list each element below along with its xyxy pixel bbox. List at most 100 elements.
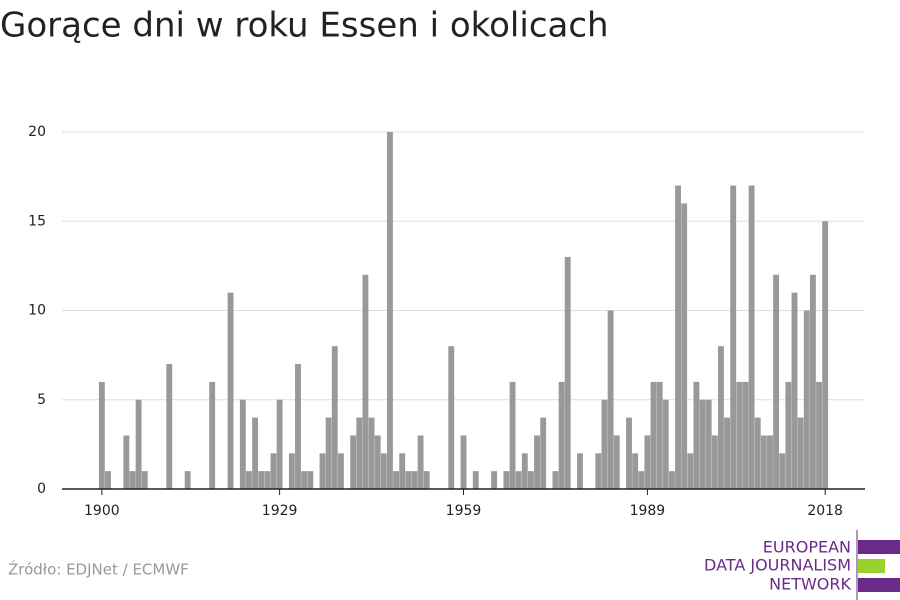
- bar: [515, 471, 522, 489]
- bar: [509, 381, 516, 489]
- bar: [650, 381, 657, 489]
- bar: [331, 346, 338, 489]
- bar: [724, 417, 731, 489]
- bar: [754, 417, 761, 489]
- bar: [362, 274, 369, 489]
- bar: [577, 453, 583, 489]
- y-tick-label: 15: [28, 213, 46, 229]
- bar: [760, 435, 767, 489]
- y-tick-label: 5: [37, 392, 46, 408]
- bar: [98, 381, 105, 489]
- bar: [472, 471, 479, 489]
- bar: [239, 399, 246, 489]
- bar: [791, 292, 798, 489]
- bar: [675, 185, 681, 490]
- bar: [803, 310, 810, 489]
- bar: [797, 417, 804, 489]
- bar: [246, 471, 252, 489]
- bar: [503, 471, 510, 489]
- logo-text: NETWORK: [769, 575, 851, 594]
- chart-title: Gorące dni w roku Essen i okolicach: [0, 6, 609, 46]
- bar: [319, 453, 326, 489]
- y-tick-label: 0: [37, 481, 46, 497]
- bar: [632, 453, 639, 489]
- bar: [141, 471, 148, 489]
- bar: [711, 435, 718, 489]
- bar: [288, 453, 295, 489]
- bar: [491, 471, 498, 489]
- x-tick-label: 1900: [84, 503, 120, 519]
- logo-text: EUROPEAN: [763, 538, 851, 557]
- bar: [626, 417, 632, 489]
- bar: [350, 435, 357, 489]
- bar: [337, 453, 344, 489]
- bar: [123, 435, 130, 489]
- bar: [393, 471, 400, 489]
- bar: [184, 471, 191, 489]
- bar: [399, 453, 406, 489]
- bar: [325, 417, 332, 489]
- bar: [270, 453, 277, 489]
- bar: [405, 471, 412, 489]
- y-tick-label: 10: [28, 303, 46, 319]
- bar: [307, 471, 314, 489]
- bar: [448, 346, 455, 489]
- bar: [423, 471, 430, 489]
- x-tick-label: 2018: [807, 503, 843, 519]
- bar: [785, 381, 792, 489]
- bar: [736, 381, 743, 489]
- x-tick-label: 1959: [446, 503, 482, 519]
- logo-bar: [858, 578, 900, 592]
- bar: [460, 435, 467, 489]
- bar: [705, 399, 712, 489]
- bar: [558, 381, 565, 489]
- bar: [595, 453, 602, 489]
- x-tick-label: 1929: [262, 503, 298, 519]
- bar: [295, 364, 301, 489]
- bar: [687, 453, 694, 489]
- bar: [135, 399, 142, 489]
- bar: [656, 381, 663, 489]
- bar: [822, 221, 829, 489]
- bar: [368, 417, 375, 489]
- bar: [380, 453, 387, 489]
- bar: [264, 471, 271, 489]
- bar: [552, 471, 559, 489]
- bar: [681, 203, 688, 489]
- bar: [166, 364, 173, 489]
- bar: [387, 132, 393, 489]
- bar: [374, 435, 381, 489]
- bar: [662, 399, 669, 489]
- bar: [564, 256, 571, 489]
- x-tick-label: 1989: [630, 503, 666, 519]
- bar: [748, 185, 755, 490]
- bar: [105, 471, 111, 489]
- bar: [730, 185, 737, 490]
- bar: [693, 381, 700, 489]
- logo-bar: [858, 559, 885, 573]
- bar: [209, 381, 216, 489]
- bar: [258, 471, 265, 489]
- bar: [521, 453, 528, 489]
- bar: [773, 274, 780, 489]
- bar: [816, 381, 822, 489]
- bar: [638, 471, 645, 489]
- source: Źródło: EDJNet / ECMWF: [8, 560, 189, 579]
- bar: [767, 435, 773, 489]
- bar: [809, 274, 816, 489]
- bar: [227, 292, 234, 489]
- bar: [699, 399, 706, 489]
- logo-text: DATA JOURNALISM: [704, 556, 851, 575]
- bar: [276, 399, 283, 489]
- bar: [607, 310, 614, 489]
- bar: [613, 435, 620, 489]
- bar: [527, 471, 534, 489]
- bar: [129, 471, 136, 489]
- bar: [356, 417, 363, 489]
- bar: [417, 435, 424, 489]
- bar: [411, 471, 418, 489]
- bar: [668, 471, 675, 489]
- bar: [301, 471, 308, 489]
